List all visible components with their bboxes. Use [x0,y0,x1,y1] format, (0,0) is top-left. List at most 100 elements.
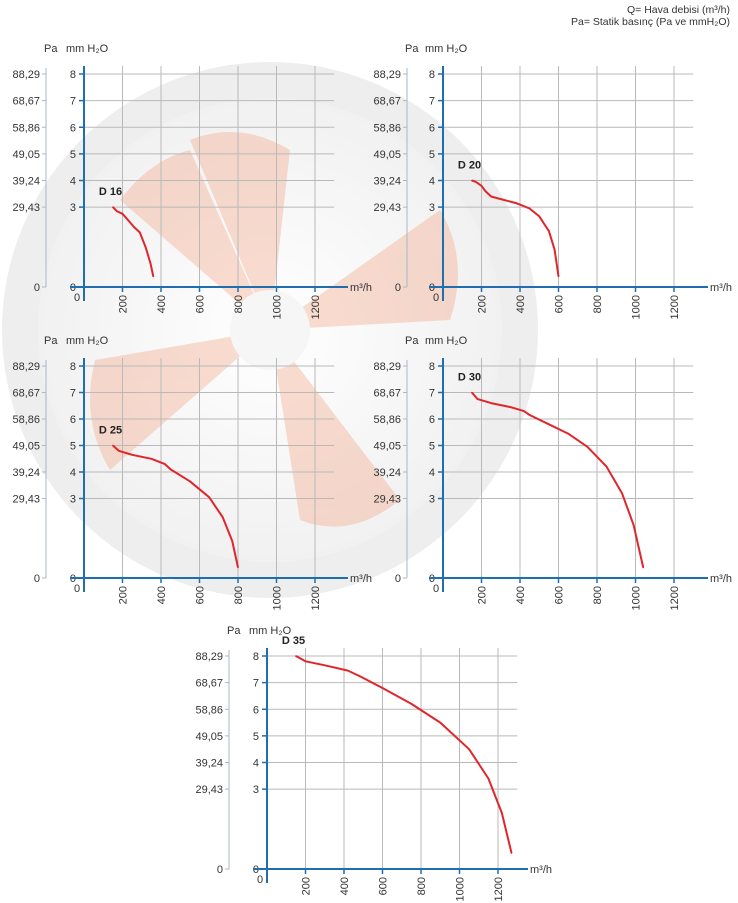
data-point [169,468,172,471]
data-point [480,185,483,187]
data-point [189,480,191,483]
pa-tick-label: 49,05 [373,149,401,161]
flow-tick-label: 600 [378,877,390,895]
data-point [121,212,124,215]
data-point [149,262,152,264]
data-point [471,391,473,394]
flow-tick-label: 200 [477,586,489,604]
pa-axis-unit: Pa [44,335,58,347]
data-point [295,655,297,657]
data-point [112,444,114,447]
data-point [323,664,326,667]
mm-tick-label: 8 [429,69,435,81]
mm-tick-label: 4 [253,758,259,770]
flow-tick-label: 1200 [493,877,505,901]
data-point [471,179,473,182]
data-point [501,812,503,814]
chart-panel-2: Pa 88,29 68,67 58,86 49,05 39,24 29,43 0 mm H₂O 8… [373,43,732,319]
data-point [523,410,525,412]
mm-tick-label: 7 [70,96,76,108]
flow-tick-label: 800 [233,586,245,604]
flow-origin-label: 0 [74,583,80,595]
flow-axis-unit: m³/h [710,282,732,294]
mm-tick-label: 5 [70,441,76,453]
flow-tick-label: 400 [156,586,168,604]
flow-tick-label: 1200 [669,295,681,319]
pa-tick-label: 29,43 [12,202,40,214]
flow-tick-label: 400 [156,295,168,313]
series-line [295,655,513,854]
pa-tick-label: 0 [395,282,401,294]
pa-tick-label: 0 [34,282,40,294]
flow-tick-label: 800 [592,586,604,604]
flow-tick-label: 600 [195,586,207,604]
mm-tick-label: 8 [70,361,76,373]
pa-tick-label: 39,24 [12,467,40,479]
data-point [150,457,153,460]
data-point [231,540,234,542]
mm-tick-label: 5 [253,731,259,743]
flow-origin-label: 0 [257,874,263,886]
flow-tick-label: 200 [301,877,313,895]
mm-axis-unit: mm H₂O [66,43,109,55]
flow-tick-label: 1200 [310,295,322,319]
mm-axis-unit: mm H₂O [249,625,292,637]
data-point [117,450,120,452]
pa-tick-label: 88,29 [373,361,401,373]
flow-tick-label: 1000 [272,295,284,319]
pa-tick-label: 88,29 [12,69,40,81]
flow-tick-label: 1000 [631,295,643,319]
mm-tick-label: 6 [429,122,435,134]
fan-watermark-image [2,62,538,598]
mm-tick-label: 8 [253,651,259,663]
mm-tick-label: 7 [429,96,435,108]
flow-axis-unit: m³/h [350,282,372,294]
pa-axis-unit: Pa [227,625,241,637]
pa-tick-label: 58,86 [12,414,40,426]
flow-tick-label: 800 [233,295,245,313]
data-point [115,210,118,212]
mm-tick-label: 4 [429,176,435,188]
flow-tick-label: 1000 [455,877,467,901]
data-point [621,492,623,495]
chart-panel-5: Pa 88,29 68,67 58,86 49,05 39,24 29,43 0 mm H₂O 8… [195,625,552,901]
pa-tick-label: 0 [395,573,401,585]
flow-tick-label: 1200 [669,586,681,610]
data-point [468,748,470,750]
flow-tick-label: 600 [554,586,566,604]
data-point [515,202,517,204]
data-point [381,687,384,689]
pa-tick-label: 29,43 [195,784,223,796]
mm-tick-label: 4 [429,467,435,479]
series-label: D 30 [458,372,481,384]
mm-axis-unit: mm H₂O [66,335,109,347]
series-label: D 25 [99,425,122,437]
mm-tick-label: 3 [429,202,435,214]
flow-tick-label: 200 [118,295,130,313]
pa-tick-label: 58,86 [373,414,401,426]
data-point [499,198,502,200]
mm-tick-label: 3 [70,202,76,214]
data-point [553,248,556,251]
flow-tick-label: 800 [592,295,604,313]
pa-tick-label: 29,43 [12,494,40,506]
data-point [490,195,492,198]
pa-tick-label: 39,24 [373,176,401,188]
pa-tick-label: 68,67 [373,388,401,400]
data-point [112,206,114,208]
pa-tick-label: 49,05 [195,731,223,743]
flow-tick-label: 600 [195,295,207,313]
data-point [528,207,531,210]
data-point [476,398,479,400]
flow-origin-label: 0 [433,292,439,304]
data-point [490,402,492,404]
data-point [358,675,361,677]
pa-tick-label: 68,67 [12,388,40,400]
pa-tick-label: 39,24 [12,176,40,188]
mm-tick-label: 5 [70,149,76,161]
series-line [471,179,560,277]
data-point [538,215,541,218]
data-point [208,496,210,498]
mm-tick-label: 3 [70,494,76,506]
chart-panel-4: Pa 88,29 68,67 58,86 49,05 39,24 29,43 0 mm H₂O 8… [373,335,732,610]
